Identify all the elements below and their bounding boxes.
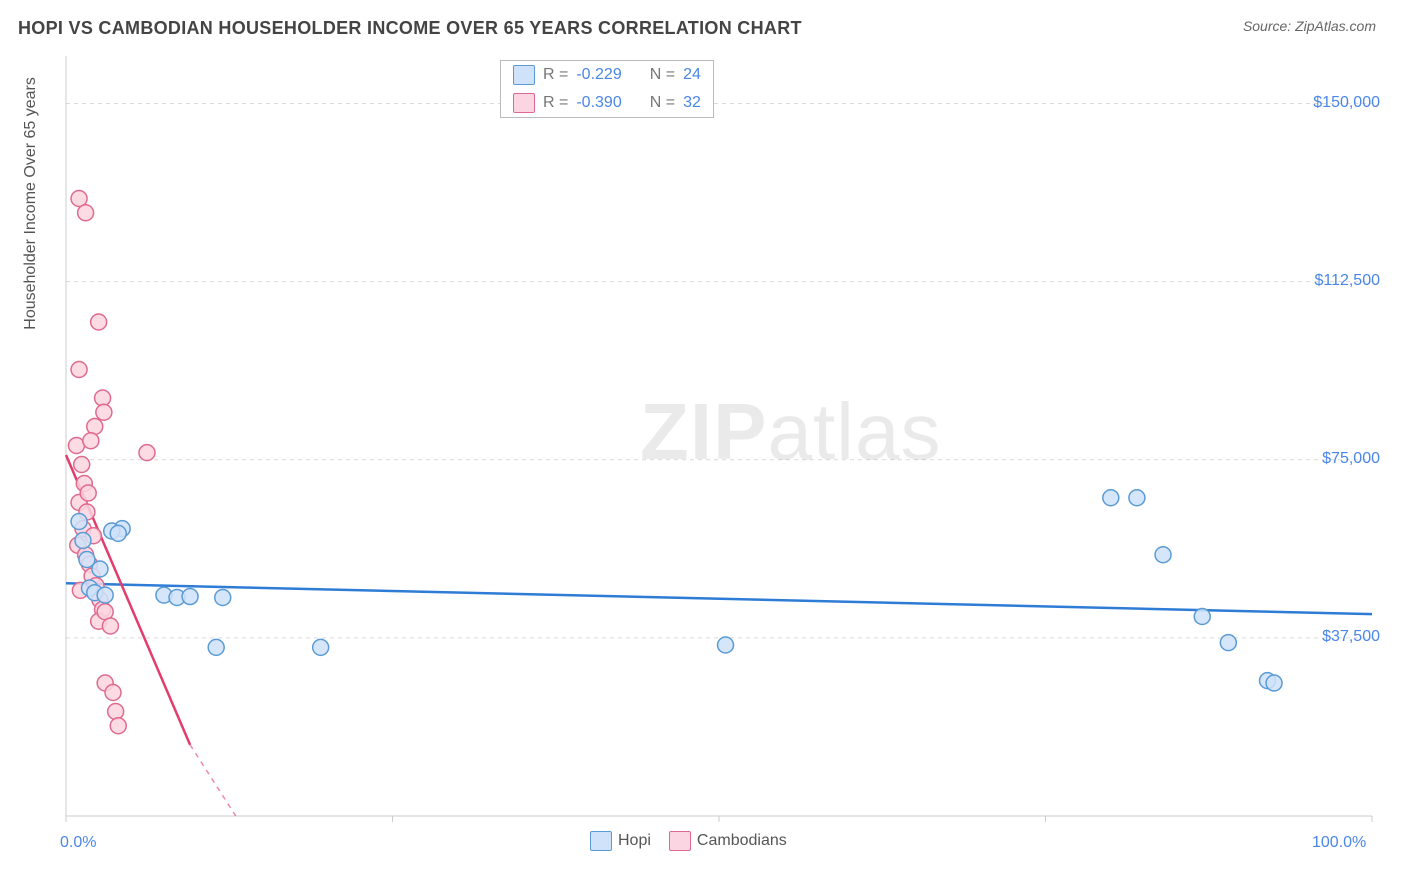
legend-r-label: R = <box>543 66 568 84</box>
x-tick-label: 0.0% <box>60 834 96 852</box>
chart-title: HOPI VS CAMBODIAN HOUSEHOLDER INCOME OVE… <box>18 18 802 39</box>
legend-n-label: N = <box>650 66 675 84</box>
source-attribution: Source: ZipAtlas.com <box>1243 18 1376 34</box>
legend-n-label: N = <box>650 94 675 112</box>
y-tick-label: $112,500 <box>1314 272 1380 290</box>
legend-label-cambodians: Cambodians <box>697 832 787 849</box>
legend-item-hopi: Hopi <box>590 831 651 851</box>
legend-swatch-hopi <box>513 65 535 85</box>
legend-label-hopi: Hopi <box>618 832 651 849</box>
scatter-plot-svg <box>50 56 1390 856</box>
series-legend: Hopi Cambodians <box>590 831 787 851</box>
correlation-legend: R = -0.229 N = 24 R = -0.390 N = 32 <box>500 60 714 118</box>
y-tick-label: $75,000 <box>1322 450 1380 468</box>
legend-n-value: 24 <box>683 66 701 84</box>
y-tick-label: $150,000 <box>1313 94 1380 112</box>
legend-r-value: -0.229 <box>576 66 621 84</box>
legend-row-hopi: R = -0.229 N = 24 <box>501 61 713 89</box>
legend-item-cambodians: Cambodians <box>669 831 787 851</box>
x-tick-label: 100.0% <box>1312 834 1366 852</box>
y-axis-label: Householder Income Over 65 years <box>22 77 40 330</box>
legend-row-cambodians: R = -0.390 N = 32 <box>501 89 713 117</box>
y-tick-label: $37,500 <box>1322 628 1380 646</box>
legend-swatch-hopi <box>590 831 612 851</box>
legend-n-value: 32 <box>683 94 701 112</box>
legend-swatch-cambodians <box>669 831 691 851</box>
legend-r-value: -0.390 <box>576 94 621 112</box>
plot-area: Householder Income Over 65 years ZIPatla… <box>50 56 1390 856</box>
legend-r-label: R = <box>543 94 568 112</box>
legend-swatch-cambodians <box>513 93 535 113</box>
